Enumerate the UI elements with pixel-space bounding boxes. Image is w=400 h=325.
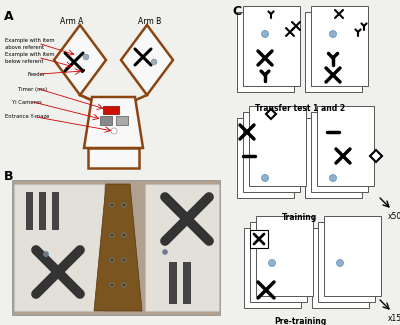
Bar [100, 116, 112, 125]
Bar [52, 192, 59, 230]
Circle shape [44, 252, 48, 256]
Circle shape [122, 258, 126, 262]
Bar [88, 148, 139, 168]
Bar [39, 192, 46, 230]
Bar [237, 12, 294, 92]
Bar [256, 216, 313, 296]
Circle shape [110, 283, 114, 287]
Text: Example with item
below referent: Example with item below referent [5, 52, 55, 64]
Circle shape [151, 59, 157, 65]
Bar [312, 228, 369, 308]
Bar [237, 118, 294, 198]
Circle shape [162, 250, 168, 254]
Text: B: B [4, 170, 14, 183]
Bar [250, 230, 268, 248]
Text: A: A [4, 10, 14, 23]
Polygon shape [266, 109, 276, 119]
Text: C: C [232, 5, 241, 18]
Bar [324, 216, 381, 296]
Text: Pre-training: Pre-training [274, 317, 326, 325]
Bar [250, 222, 307, 302]
Bar [169, 262, 177, 304]
Circle shape [330, 31, 336, 37]
Circle shape [122, 203, 126, 207]
Polygon shape [121, 25, 173, 95]
Text: Example with item
above referent: Example with item above referent [5, 38, 55, 50]
Circle shape [83, 54, 89, 60]
Text: Arm B: Arm B [138, 17, 162, 26]
Circle shape [111, 128, 117, 134]
Circle shape [330, 175, 336, 181]
Polygon shape [54, 25, 106, 95]
Bar [317, 106, 374, 186]
Bar [12, 180, 220, 315]
Text: x50: x50 [388, 212, 400, 221]
Text: Timer (ms): Timer (ms) [18, 86, 47, 92]
Polygon shape [94, 184, 142, 311]
Bar [318, 222, 375, 302]
Bar [311, 6, 368, 86]
Bar [243, 112, 300, 192]
Circle shape [110, 258, 114, 262]
Bar [183, 262, 191, 304]
Bar [14, 184, 104, 311]
Polygon shape [370, 150, 382, 162]
Circle shape [110, 233, 114, 237]
Text: Transfer test 1 and 2: Transfer test 1 and 2 [255, 104, 345, 113]
Text: Training: Training [282, 213, 318, 222]
Text: x15: x15 [388, 314, 400, 323]
Bar [26, 192, 33, 230]
Text: Entrance Y-maze: Entrance Y-maze [5, 114, 49, 120]
Bar [311, 112, 368, 192]
Text: Arm A: Arm A [60, 17, 84, 26]
Text: Yi Cameras: Yi Cameras [12, 99, 42, 105]
Bar [305, 12, 362, 92]
Circle shape [336, 259, 344, 266]
Bar [116, 116, 128, 125]
Circle shape [122, 233, 126, 237]
Polygon shape [84, 97, 143, 148]
Circle shape [262, 175, 268, 181]
Circle shape [122, 283, 126, 287]
Text: Feeder: Feeder [28, 72, 46, 76]
Circle shape [262, 31, 268, 37]
Bar [249, 106, 306, 186]
Circle shape [268, 259, 276, 266]
Bar [243, 6, 300, 86]
Circle shape [110, 203, 114, 207]
Bar [244, 228, 301, 308]
Bar [305, 118, 362, 198]
Bar [145, 184, 219, 311]
Bar [103, 106, 119, 114]
